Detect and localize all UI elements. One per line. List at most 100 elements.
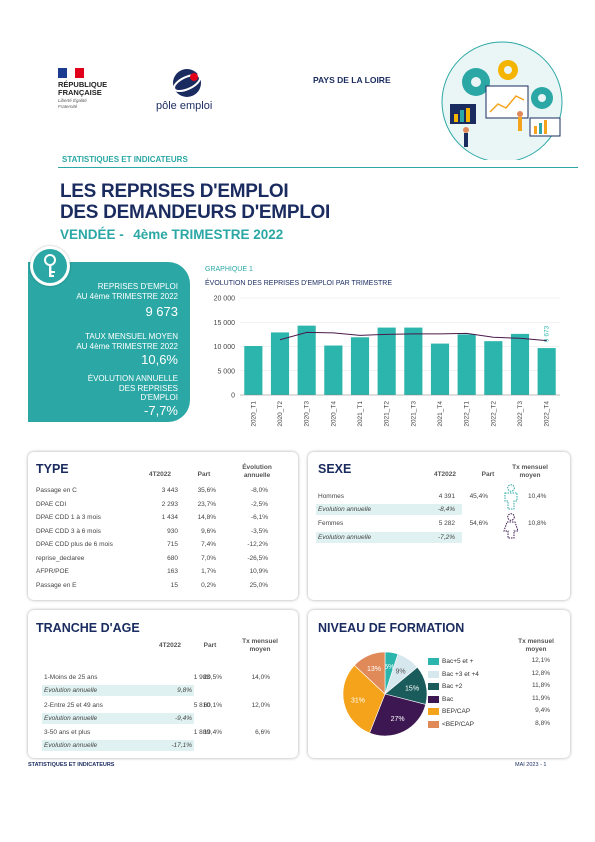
pie-slice [342, 664, 386, 734]
legend-swatch [428, 695, 439, 703]
kpi-reprises-value: 9 673 [145, 304, 178, 319]
header-illustration [441, 41, 563, 160]
bar [457, 334, 476, 395]
type-row-part: 14,8% [197, 514, 216, 521]
legend-label: Bac+5 et + [442, 658, 474, 665]
pie-slice-label: 9% [396, 669, 406, 676]
x-tick-label: 2022_T3 [517, 401, 524, 427]
sexe-col-part: Part [481, 471, 495, 478]
age-row: 2-Entre 25 et 49 ans 5 810 60,1% 12,0% [44, 700, 289, 711]
x-tick-label: 2022_T1 [464, 401, 471, 427]
legend-label: Bac +3 et +4 [442, 670, 479, 678]
age-row-label: 2-Entre 25 et 49 ans [44, 701, 103, 709]
pole-emploi-logo: pôle emploi [156, 68, 218, 118]
sexe-row-femmes-evo: Evolution annuelle -7,2% [316, 532, 462, 543]
type-row-part: 35,6% [197, 487, 216, 494]
sexe-row-femmes: Femmes 5 282 54,6% 10,8% [318, 518, 563, 529]
pole-emploi-text: pôle emploi [156, 100, 213, 112]
sexe-femmes-tx: 10,8% [528, 520, 547, 527]
age-row-evo-value: 9,8% [177, 687, 192, 694]
age-row-evo-value: -17,1% [171, 742, 192, 749]
kpi-evol-value: -7,7% [144, 403, 178, 418]
age-row-tx: 6,6% [255, 729, 270, 736]
legend-swatch [428, 720, 439, 728]
age-card [28, 610, 298, 758]
type-row-label: Passage en C [36, 487, 77, 494]
type-row-value: 680 [167, 554, 178, 562]
type-row-value: 1 434 [161, 514, 178, 521]
x-tick-label: 2020_T2 [277, 401, 284, 427]
type-row-label: DPAE CDD 3 à 6 mois [36, 527, 101, 535]
type-row-value: 2 293 [161, 500, 178, 508]
legend-label: BEP/CAP [442, 708, 471, 715]
sexe-hommes-part: 45,4% [469, 493, 488, 500]
key-icon [33, 249, 67, 283]
sexe-femmes-part: 54,6% [469, 520, 488, 527]
age-row-evo-label: Evolution annuelle [44, 742, 98, 749]
republique-line2: FRANÇAISE [58, 88, 102, 97]
formation-tx-value: 11,8% [532, 682, 550, 689]
pie-slice [353, 651, 386, 695]
footer-left: STATISTIQUES ET INDICATEURS [28, 762, 115, 768]
bar-chart: 20 000 15 000 10 000 5 000 0 2020_T1 2020_T2 20… [214, 296, 560, 427]
type-row-part: 7,4% [201, 541, 216, 548]
type-row-part: 1,7% [201, 568, 216, 575]
pie-chart: 5%9% 15% 27% 31% 13% [342, 651, 428, 737]
type-row-value: 15 [170, 581, 178, 589]
type-row-label: Passage en E [36, 581, 77, 589]
type-row-evolution: -12,2% [247, 541, 268, 548]
type-card [28, 452, 298, 600]
bar [297, 325, 316, 395]
kpi-taux-value: 10,6% [141, 352, 178, 367]
age-row-evo: Evolution annuelle -9,4% [42, 712, 194, 724]
y-tick-label: 20 000 [214, 296, 236, 303]
x-tick-label: 2020_T3 [304, 401, 311, 427]
formation-legend-item: Bac+5 et + [428, 657, 508, 666]
x-tick-label: 2020_T4 [330, 401, 337, 427]
formation-tx-value: 9,4% [535, 707, 550, 714]
type-row-label: DPAE CDD plus de 6 mois [36, 541, 113, 548]
type-row: DPAE CDD 3 à 6 mois 930 9,6% -3,5% [36, 526, 291, 537]
age-row-part: 19,4% [203, 729, 222, 736]
age-col-tx: Tx mensuel moyen [242, 638, 278, 653]
sexe-col-4t2022: 4T2022 [433, 471, 457, 478]
type-row-evolution: 10,9% [249, 568, 268, 575]
x-tick-label: 2021_T3 [410, 401, 417, 427]
sexe-row-hommes: Hommes 4 391 45,4% 10,4% [318, 491, 563, 502]
age-row-evo-label: Evolution annuelle [44, 714, 98, 722]
sexe-row-hommes-evo: Evolution annuelle -8,4% [316, 504, 462, 515]
title-period: 4ème TRIMESTRE 2022 [133, 227, 284, 242]
sexe-femmes-value: 5 282 [438, 520, 455, 527]
section-label: STATISTIQUES ET INDICATEURS [62, 155, 188, 164]
kpi-taux-label: TAUX MENSUEL MOYEN AU 4ème TRIMESTRE 202… [76, 332, 178, 351]
bar [377, 327, 396, 395]
type-row: AFPR/POE 163 1,7% 10,9% [36, 566, 291, 577]
type-row-part: 7,0% [201, 554, 216, 562]
pie-slice-label: 31% [351, 698, 365, 705]
last-value-label: 9 673 [544, 325, 551, 342]
formation-legend-item: Bac +2 [428, 682, 508, 691]
type-row-label: DPAE CDI [36, 500, 67, 508]
y-tick-label: 5 000 [217, 368, 235, 375]
formation-legend-item: <BEP/CAP [428, 720, 508, 729]
legend-swatch [428, 683, 439, 690]
age-title: TRANCHE D'AGE [36, 621, 140, 635]
age-row-part: 60,1% [203, 701, 222, 709]
x-tick-label: 2022_T4 [544, 401, 551, 427]
chart-title: ÉVOLUTION DES REPRISES D'EMPLOI PAR TRIM… [205, 280, 393, 287]
legend-swatch [428, 658, 439, 665]
age-row-evo-label: Evolution annuelle [44, 687, 98, 694]
x-tick-label: 2021_T1 [357, 401, 364, 427]
sexe-femmes-evo-label: Evolution annuelle [318, 534, 372, 541]
type-col-part: Part [197, 471, 211, 478]
republique-motto: Liberté Égalité Fraternité [58, 98, 87, 109]
type-row-value: 3 443 [161, 487, 178, 494]
age-row-value: 5 810 [193, 701, 210, 709]
type-row: DPAE CDI 2 293 23,7% -2,5% [36, 499, 291, 510]
age-row-part: 20,5% [203, 674, 222, 681]
type-row-label: AFPR/POE [36, 568, 69, 575]
type-row: Passage en C 3 443 35,6% -8,0% [36, 485, 291, 496]
kpi-reprises-label: REPRISES D'EMPLOI AU 4ème TRIMESTRE 2022 [76, 282, 178, 301]
pole-emploi-emblem-icon [173, 69, 201, 97]
bar [270, 332, 290, 395]
